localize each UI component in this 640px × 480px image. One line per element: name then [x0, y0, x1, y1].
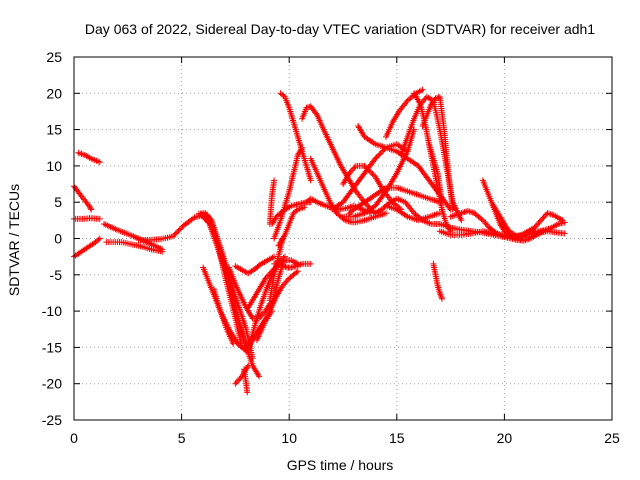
- y-tick-label: -5: [50, 267, 63, 283]
- y-axis-label: SDTVAR / TECUs: [6, 184, 22, 296]
- series-markers: [75, 149, 103, 166]
- series-al: [383, 86, 426, 140]
- series-markers: [507, 228, 547, 244]
- series-markers: [372, 195, 443, 227]
- series-markers: [447, 207, 508, 240]
- y-tick-label: 20: [46, 85, 62, 101]
- x-tick-label: 25: [604, 430, 620, 446]
- x-tick-label: 20: [497, 430, 513, 446]
- y-tick-label: -20: [42, 376, 62, 392]
- series-markers: [355, 123, 454, 213]
- x-axis-label: GPS time / hours: [287, 457, 394, 473]
- series-aq: [430, 260, 445, 302]
- series-markers: [275, 204, 308, 249]
- y-tick-label: -25: [42, 412, 62, 428]
- axis-ticks: 0 5 10 15 20 25 -25 -20 -15 -10 -5 0 5 10 15 20 25: [42, 49, 620, 446]
- y-tick-label: 10: [46, 158, 62, 174]
- series-markers: [200, 213, 263, 380]
- series-markers: [277, 90, 314, 184]
- series-ai: [355, 123, 454, 213]
- series-markers: [383, 202, 443, 224]
- series-at: [447, 207, 508, 240]
- y-tick-label: 5: [54, 194, 62, 210]
- series-markers: [103, 239, 166, 255]
- series-markers: [210, 286, 237, 347]
- series-l: [210, 286, 237, 347]
- y-tick-label: 0: [54, 231, 62, 247]
- series-markers: [346, 184, 443, 217]
- y-tick-label: 15: [46, 122, 62, 138]
- series-f: [103, 239, 166, 255]
- series-p: [241, 366, 251, 396]
- series-ay: [507, 228, 547, 244]
- series-t: [264, 260, 286, 322]
- series-markers: [264, 260, 286, 322]
- series-y: [275, 204, 308, 249]
- series-markers: [419, 93, 456, 213]
- series-n: [232, 253, 278, 277]
- series-aa: [277, 90, 314, 184]
- x-tick-label: 10: [281, 430, 297, 446]
- series-markers: [430, 260, 445, 302]
- y-tick-label: -15: [42, 339, 62, 355]
- y-tick-label: 25: [46, 49, 62, 65]
- series-aj: [372, 195, 443, 227]
- series-j: [200, 213, 263, 380]
- x-tick-label: 15: [389, 430, 405, 446]
- y-tick-label: -10: [42, 303, 62, 319]
- chart-title: Day 063 of 2022, Sidereal Day-to-day VTE…: [85, 21, 595, 37]
- series-ah: [346, 184, 443, 217]
- series-b: [75, 149, 103, 166]
- series-markers: [426, 141, 445, 206]
- data-points: [71, 86, 568, 396]
- series-markers: [241, 366, 251, 396]
- series-markers: [232, 253, 278, 277]
- x-tick-label: 0: [70, 430, 78, 446]
- series-ao: [419, 93, 456, 213]
- x-tick-label: 5: [178, 430, 186, 446]
- series-ak: [383, 202, 443, 224]
- series-markers: [383, 86, 426, 140]
- series-ap: [426, 141, 445, 206]
